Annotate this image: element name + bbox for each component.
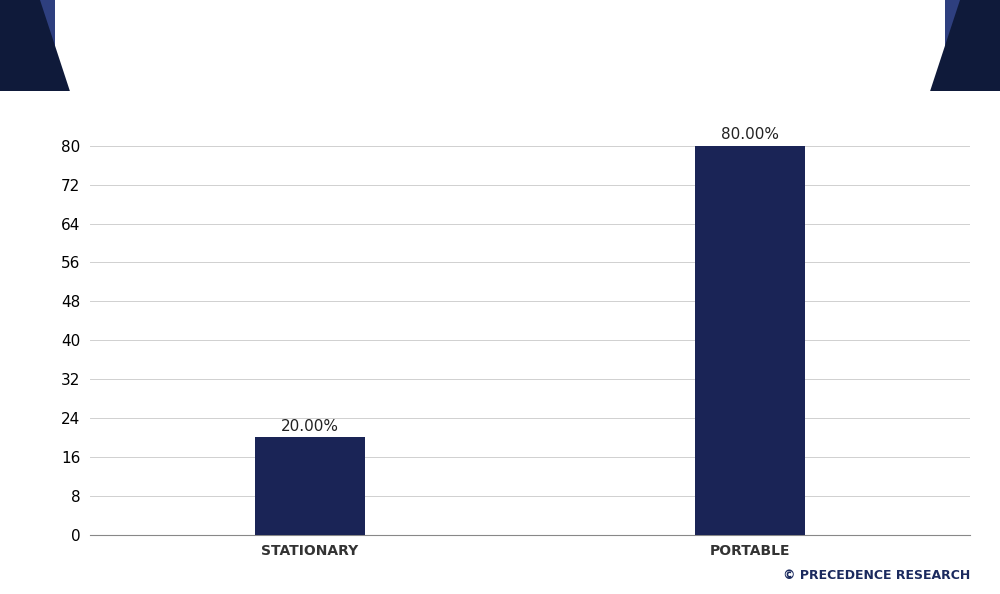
- Polygon shape: [0, 0, 55, 91]
- Bar: [255, 437, 365, 535]
- Polygon shape: [945, 0, 1000, 91]
- Text: © PRECEDENCE RESEARCH: © PRECEDENCE RESEARCH: [783, 569, 970, 582]
- Text: 80.00%: 80.00%: [721, 127, 779, 142]
- Text: BLOOD PURIFICATION EQUIPMENT MARKET SHARE, BY APPLICATION, 2022 (%): BLOOD PURIFICATION EQUIPMENT MARKET SHAR…: [72, 36, 928, 55]
- Bar: [695, 146, 805, 535]
- Polygon shape: [0, 0, 70, 91]
- Polygon shape: [930, 0, 1000, 91]
- Text: 20.00%: 20.00%: [281, 419, 339, 434]
